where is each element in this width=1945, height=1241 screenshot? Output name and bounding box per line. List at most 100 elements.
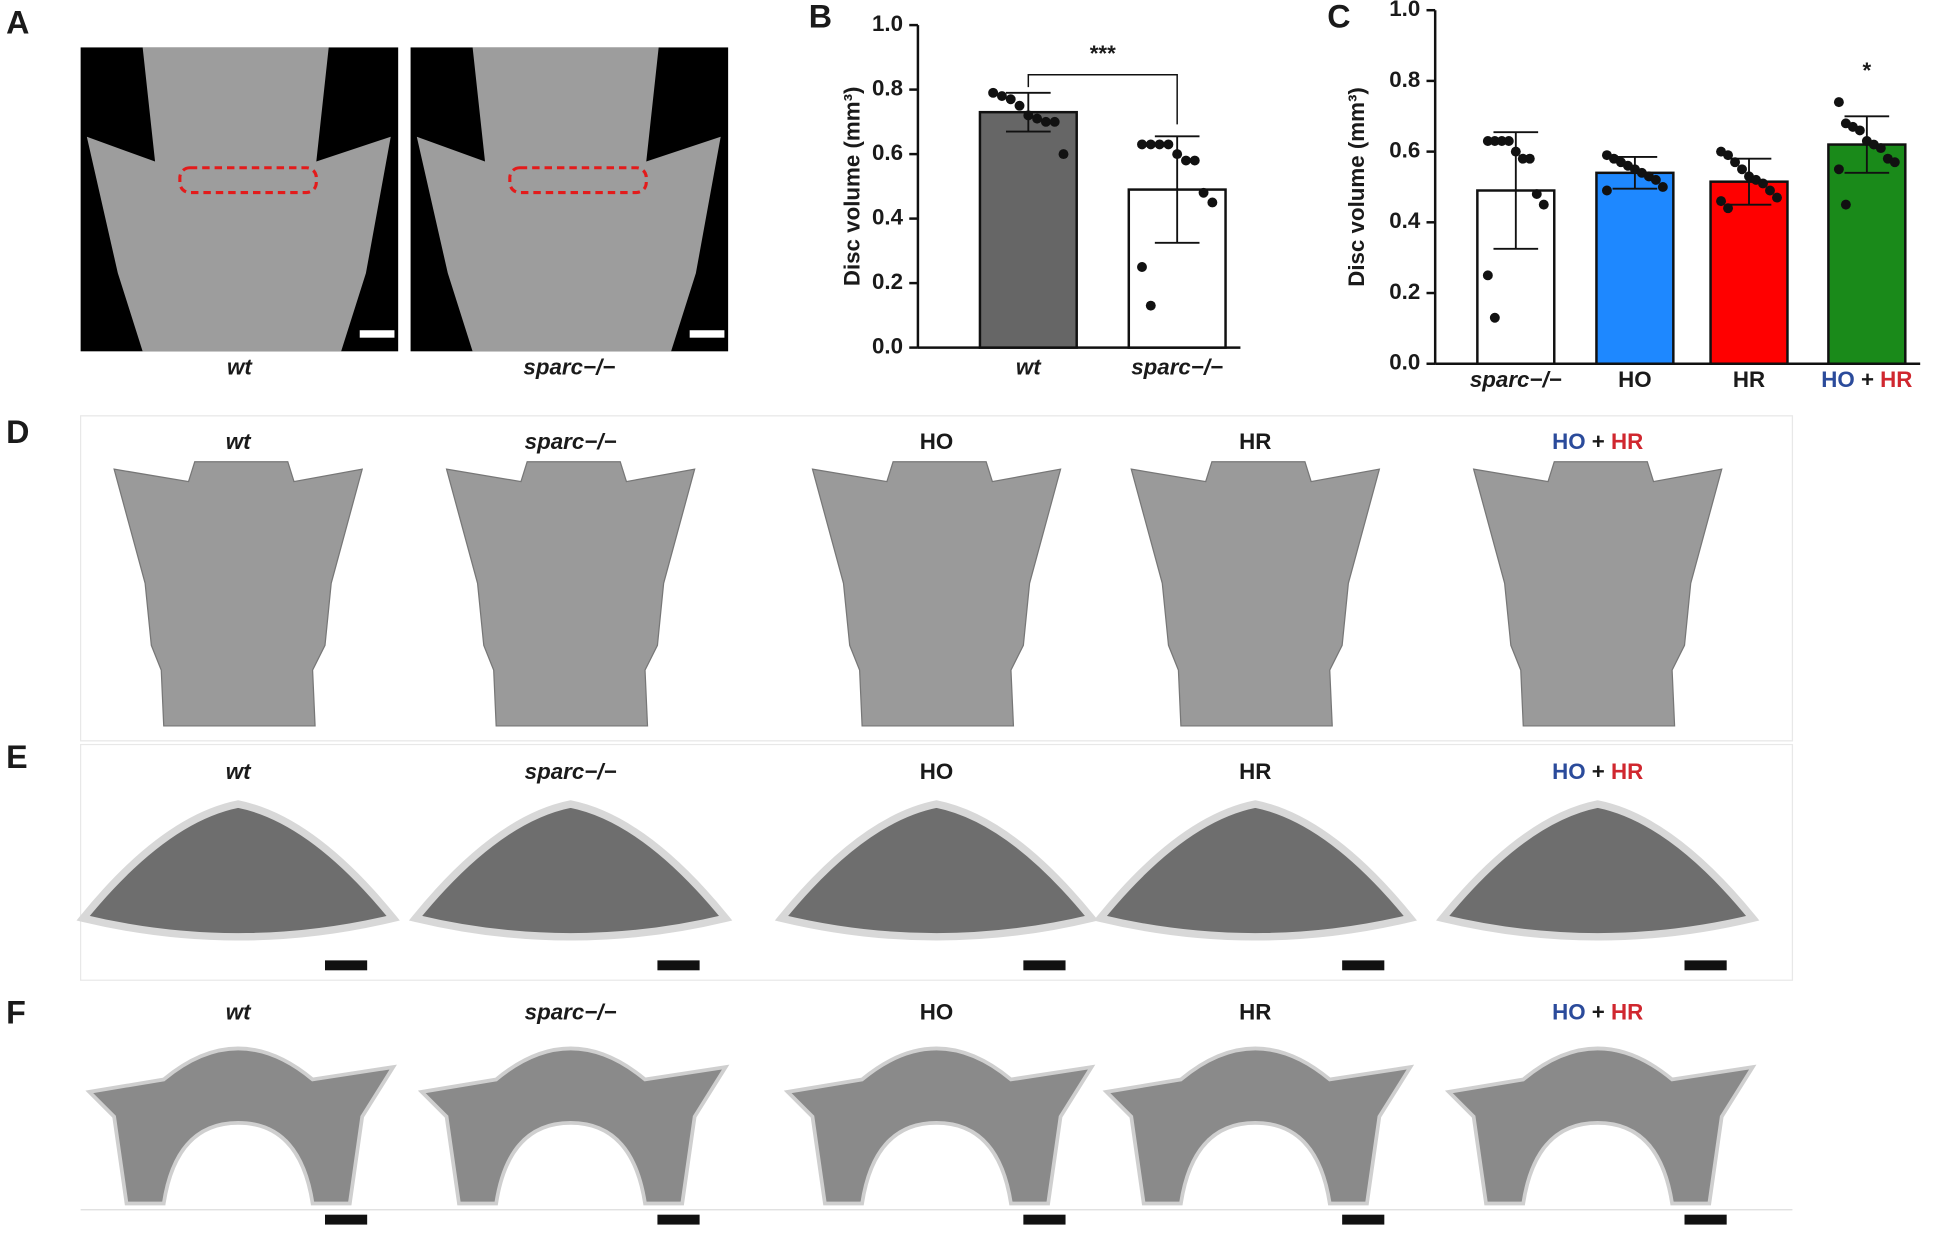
data-point bbox=[1032, 113, 1043, 124]
vertebra-render bbox=[1472, 461, 1723, 727]
arch-section bbox=[1102, 1046, 1415, 1206]
y-tick-label: 0.4 bbox=[872, 204, 904, 229]
label: HO bbox=[920, 429, 953, 454]
data-point bbox=[1496, 136, 1507, 146]
data-point bbox=[1189, 155, 1200, 166]
data-point bbox=[1040, 116, 1051, 127]
disc-outline bbox=[508, 166, 648, 195]
data-point bbox=[1482, 270, 1493, 281]
bar bbox=[1827, 143, 1907, 365]
y-axis-label: Disc volume (mm³) bbox=[1344, 87, 1369, 287]
y-tick-label: 0.8 bbox=[1389, 67, 1420, 92]
vertebra-render bbox=[445, 461, 696, 727]
data-point bbox=[1489, 136, 1500, 146]
y-axis-label: Disc volume (mm³) bbox=[839, 87, 864, 287]
data-point bbox=[1489, 312, 1500, 323]
data-point bbox=[1772, 192, 1782, 203]
y-tick-label: 0.6 bbox=[872, 140, 903, 165]
significance-bracket bbox=[1027, 73, 1178, 125]
label: HO bbox=[920, 1000, 953, 1025]
scale-bar bbox=[1342, 1214, 1385, 1225]
panel-d-frame bbox=[80, 415, 1794, 742]
label: wt bbox=[227, 355, 253, 380]
data-point bbox=[1207, 197, 1218, 208]
panel-letter: E bbox=[6, 739, 28, 775]
cross-section bbox=[408, 800, 733, 941]
label: sparc−/− bbox=[525, 429, 617, 454]
data-point bbox=[1181, 155, 1191, 166]
bar bbox=[1595, 171, 1675, 365]
panel-e-frame bbox=[80, 743, 1794, 981]
vertebra-render bbox=[113, 461, 364, 727]
arch-section bbox=[85, 1046, 397, 1206]
vertebra-render bbox=[811, 461, 1062, 727]
data-point bbox=[1137, 262, 1147, 272]
data-point bbox=[1014, 100, 1025, 111]
panel-letter: B bbox=[809, 0, 832, 34]
data-point bbox=[1482, 136, 1493, 146]
data-point bbox=[1758, 178, 1768, 189]
data-point bbox=[1023, 110, 1034, 121]
data-point bbox=[1730, 157, 1740, 168]
scale-bar bbox=[657, 1214, 700, 1225]
label: HO + HR bbox=[1552, 429, 1643, 454]
data-point bbox=[988, 87, 999, 98]
label: sparc−/− bbox=[525, 759, 617, 784]
y-tick-label: 0.4 bbox=[1389, 208, 1421, 233]
label: HO + HR bbox=[1552, 1000, 1643, 1025]
cross-section bbox=[1093, 800, 1417, 941]
label: HO + HR bbox=[1552, 759, 1643, 784]
data-point bbox=[1510, 146, 1521, 157]
data-point bbox=[1172, 149, 1183, 160]
data-point bbox=[1840, 199, 1851, 210]
label: sparc−/− bbox=[523, 355, 615, 380]
data-point bbox=[1601, 185, 1612, 196]
label: HR bbox=[1239, 1000, 1271, 1025]
data-point bbox=[1531, 189, 1542, 200]
data-point bbox=[1716, 196, 1727, 207]
data-point bbox=[1889, 157, 1900, 168]
significance-label: * bbox=[1863, 58, 1872, 83]
y-tick-label: 0.0 bbox=[1389, 350, 1420, 375]
label: HR bbox=[1239, 429, 1271, 454]
scale-bar bbox=[1684, 1214, 1727, 1225]
label: wt bbox=[226, 429, 252, 454]
data-point bbox=[1163, 139, 1174, 150]
cross-section bbox=[774, 800, 1099, 941]
y-tick-label: 0.6 bbox=[1389, 138, 1420, 163]
panel-letter: A bbox=[6, 5, 29, 41]
vertebra-render bbox=[1130, 461, 1381, 727]
data-point bbox=[1049, 116, 1060, 127]
y-tick-label: 0.0 bbox=[872, 333, 903, 358]
data-point bbox=[1538, 199, 1549, 210]
significance-label: *** bbox=[1090, 41, 1116, 66]
scale-bar bbox=[1023, 1214, 1066, 1225]
scale-bar bbox=[359, 330, 395, 338]
label: wt bbox=[1016, 355, 1042, 380]
scale-bar bbox=[657, 960, 700, 971]
data-point bbox=[1503, 136, 1514, 146]
cross-section bbox=[76, 800, 400, 941]
data-point bbox=[1854, 125, 1865, 136]
disc-outline bbox=[178, 166, 318, 195]
label: HR bbox=[1733, 367, 1765, 392]
label: sparc−/− bbox=[1470, 367, 1562, 392]
panel-letter: F bbox=[6, 994, 26, 1030]
bar bbox=[1709, 180, 1789, 365]
scale-bar bbox=[1023, 960, 1066, 971]
vertebra-shape bbox=[86, 47, 391, 352]
data-point bbox=[1657, 182, 1668, 192]
data-point bbox=[1723, 150, 1733, 161]
scale-bar bbox=[324, 960, 368, 971]
arch-section bbox=[783, 1046, 1096, 1206]
data-point bbox=[1005, 94, 1016, 105]
cross-section bbox=[1436, 800, 1760, 941]
bar bbox=[978, 110, 1078, 349]
y-tick-label: 0.8 bbox=[872, 75, 903, 100]
label: HO bbox=[920, 759, 953, 784]
label: HO + HR bbox=[1821, 367, 1912, 392]
data-point bbox=[996, 91, 1007, 102]
data-point bbox=[1058, 149, 1069, 160]
data-point bbox=[1145, 139, 1156, 150]
